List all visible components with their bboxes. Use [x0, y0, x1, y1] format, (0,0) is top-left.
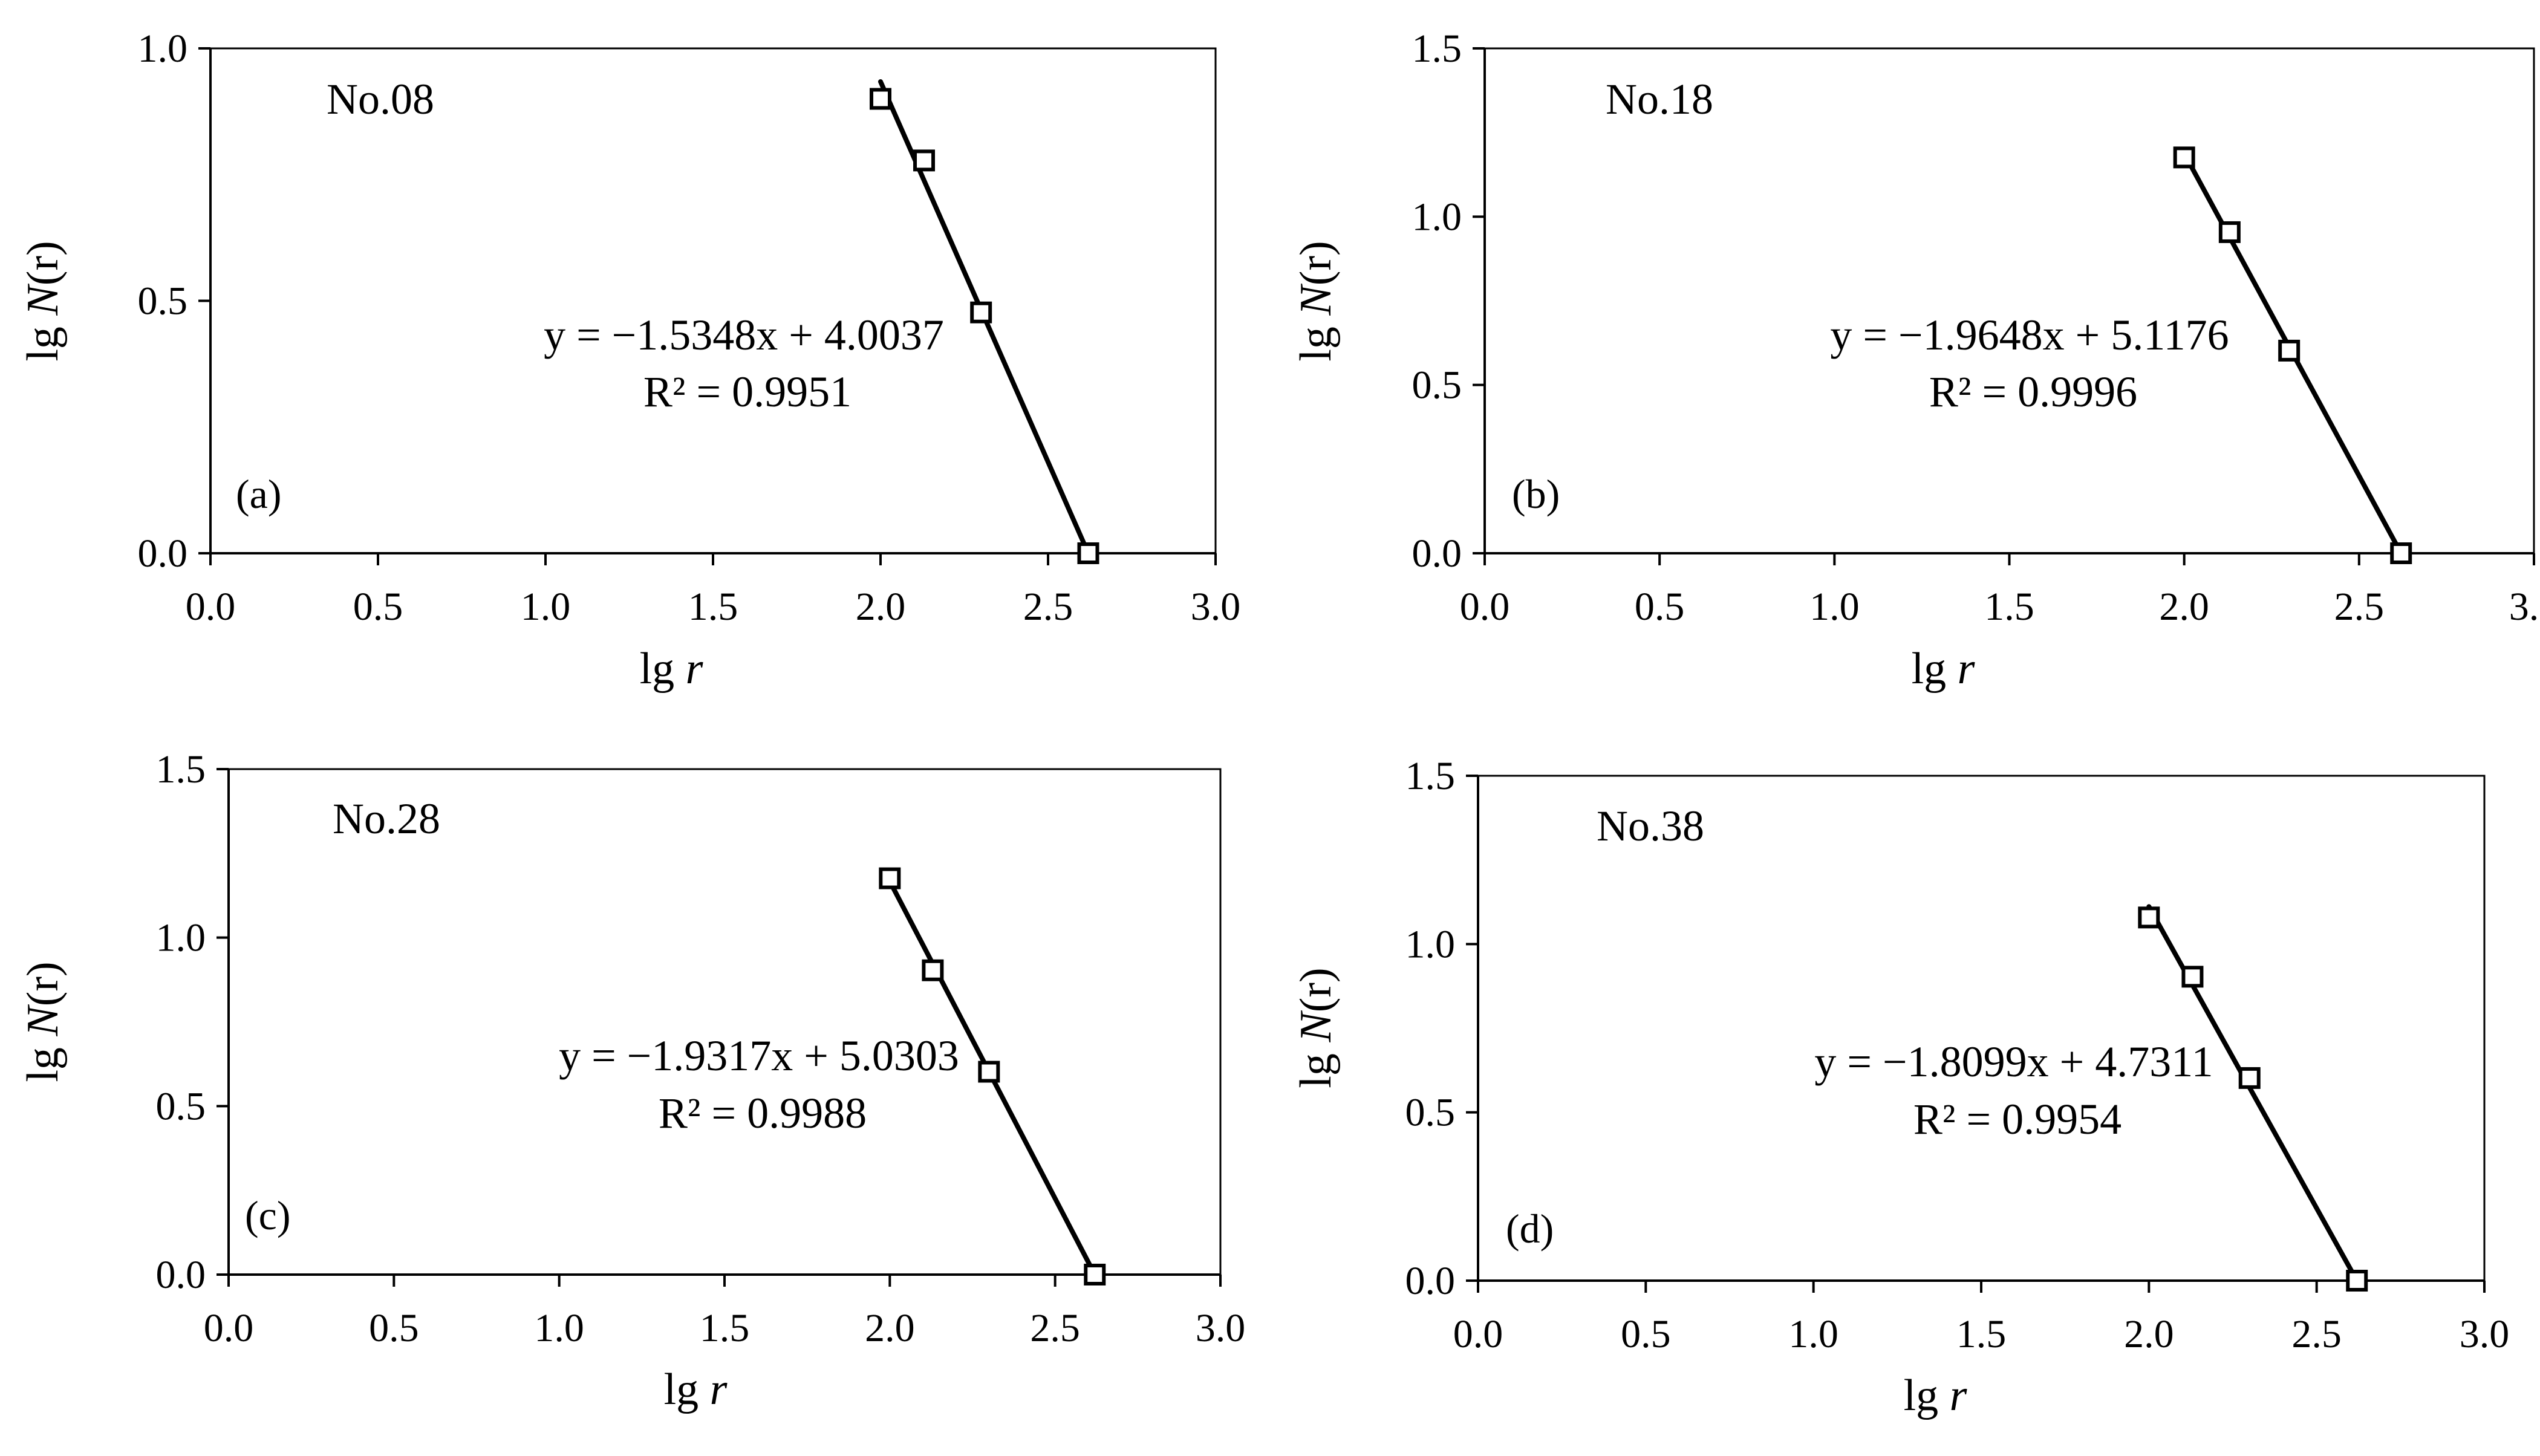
x-tick-label: 2.0 [2124, 1312, 2174, 1356]
data-point [1077, 542, 1099, 564]
chart-panel-b: 0.00.51.01.52.02.53.00.00.51.01.5lg rlg … [1291, 27, 2540, 694]
y-tick-label: 1.0 [1405, 922, 1456, 966]
sample-label: No.28 [333, 795, 440, 843]
data-point [870, 88, 891, 110]
x-tick-label: 2.5 [1023, 585, 1073, 629]
data-point [2238, 1067, 2261, 1089]
y-axis-label: lg N(r) [1291, 241, 1341, 361]
y-tick-label: 1.5 [1405, 754, 1456, 798]
x-tick-label: 0.0 [1460, 585, 1510, 629]
r-squared: R² = 0.9951 [643, 368, 852, 416]
y-tick-label: 0.0 [138, 531, 188, 576]
plot-area [209, 47, 1217, 554]
y-tick-label: 1.5 [156, 747, 206, 791]
y-axis-label: lg N(r) [1291, 967, 1341, 1088]
x-tick-label: 0.5 [369, 1306, 419, 1350]
x-tick-label: 1.0 [1809, 585, 1860, 629]
x-tick-label: 0.5 [353, 585, 403, 629]
y-tick-label: 0.0 [1412, 531, 1462, 576]
x-tick-label: 1.5 [700, 1306, 750, 1350]
chart-panel-d: 0.0 0.5 1.0 1.5 2.0 2.5 3.0 0.0 0.5 1.0 1.5 lg r lg … [1291, 754, 2509, 1420]
x-tick-label: 3.0 [2509, 585, 2540, 629]
x-tick-label: 1.5 [1984, 585, 2034, 629]
y-tick-label: 0.0 [156, 1253, 206, 1297]
x-tick-label: 0.5 [1621, 1312, 1671, 1356]
y-tick-label: 1.0 [138, 27, 188, 71]
x-tick-label: 3.0 [1191, 585, 1241, 629]
x-tick-label: 0.0 [186, 585, 236, 629]
data-point [978, 1061, 1000, 1083]
y-axis-label: lg N(r) [18, 961, 68, 1082]
data-point [2218, 221, 2241, 243]
data-point [913, 149, 936, 172]
x-tick-label: 1.0 [534, 1306, 584, 1350]
x-tick-label: 3.0 [1196, 1306, 1246, 1350]
data-point [879, 867, 901, 889]
sample-label: No.08 [327, 75, 434, 123]
x-tick-label: 2.5 [2291, 1312, 2342, 1356]
x-tick-label: 0.5 [1635, 585, 1685, 629]
r-squared: R² = 0.9988 [659, 1089, 867, 1137]
x-tick-label: 2.5 [2334, 585, 2385, 629]
chart-panel-a: 0.0 0.5 1.0 1.5 2.0 2.5 3.0 0.0 0.5 1.0 lg r lg N(r… [18, 27, 1240, 694]
x-tick-label: 3.0 [2460, 1312, 2510, 1356]
regression-equation: y = −1.8099x + 4.7311 [1814, 1038, 2213, 1086]
y-tick-label: 0.5 [1405, 1091, 1456, 1135]
data-point [2346, 1270, 2368, 1292]
y-axis-label: lg N(r) [18, 241, 68, 361]
x-tick-label: 1.5 [688, 585, 738, 629]
x-axis-label: lg r [640, 644, 704, 694]
x-tick-label: 1.5 [1956, 1312, 2007, 1356]
x-tick-label: 0.0 [204, 1306, 254, 1350]
panel-label: (a) [236, 471, 281, 517]
y-tick-label: 0.5 [138, 279, 188, 323]
regression-equation: y = −1.9317x + 5.0303 [559, 1032, 959, 1080]
data-point [2181, 966, 2204, 988]
y-tick-label: 0.0 [1405, 1259, 1456, 1303]
x-axis-label: lg r [1912, 644, 1976, 694]
data-point [2390, 542, 2412, 564]
chart-panel-c: 0.0 0.5 1.0 1.5 2.0 2.5 3.0 0.0 0.5 1.0 1.5 lg r lg … [18, 747, 1245, 1414]
y-tick-label: 1.5 [1412, 27, 1462, 71]
sample-label: No.38 [1597, 802, 1704, 850]
plot-area [1477, 775, 2486, 1282]
x-tick-label: 2.0 [2159, 585, 2209, 629]
panel-label: (d) [1506, 1206, 1554, 1252]
data-point [970, 301, 992, 323]
x-tick-label: 1.0 [521, 585, 571, 629]
x-tick-label: 2.5 [1030, 1306, 1080, 1350]
x-tick-label: 0.0 [1453, 1312, 1503, 1356]
y-tick-label: 0.5 [156, 1084, 206, 1128]
y-tick-label: 1.0 [156, 916, 206, 960]
panel-label: (b) [1512, 471, 1560, 517]
sample-label: No.18 [1606, 75, 1713, 123]
x-tick-label: 2.0 [865, 1306, 915, 1350]
y-tick-label: 0.5 [1412, 363, 1462, 408]
plot-area [227, 768, 1222, 1276]
x-tick-label: 2.0 [856, 585, 906, 629]
plot-area [1483, 47, 2535, 554]
data-point [1084, 1264, 1106, 1285]
x-tick-label: 1.0 [1788, 1312, 1838, 1356]
data-point [2138, 906, 2160, 929]
r-squared: R² = 0.9996 [1929, 368, 2137, 416]
x-axis-label: lg r [664, 1365, 728, 1414]
data-point [922, 959, 944, 981]
regression-equation: y = −1.9648x + 5.1176 [1830, 311, 2229, 359]
r-squared: R² = 0.9954 [1913, 1095, 2122, 1143]
y-tick-label: 1.0 [1412, 195, 1462, 239]
data-point [2173, 146, 2195, 169]
regression-equation: y = −1.5348x + 4.0037 [544, 311, 944, 359]
panel-label: (c) [245, 1192, 290, 1238]
data-point [2278, 339, 2301, 362]
x-axis-label: lg r [1904, 1371, 1968, 1420]
